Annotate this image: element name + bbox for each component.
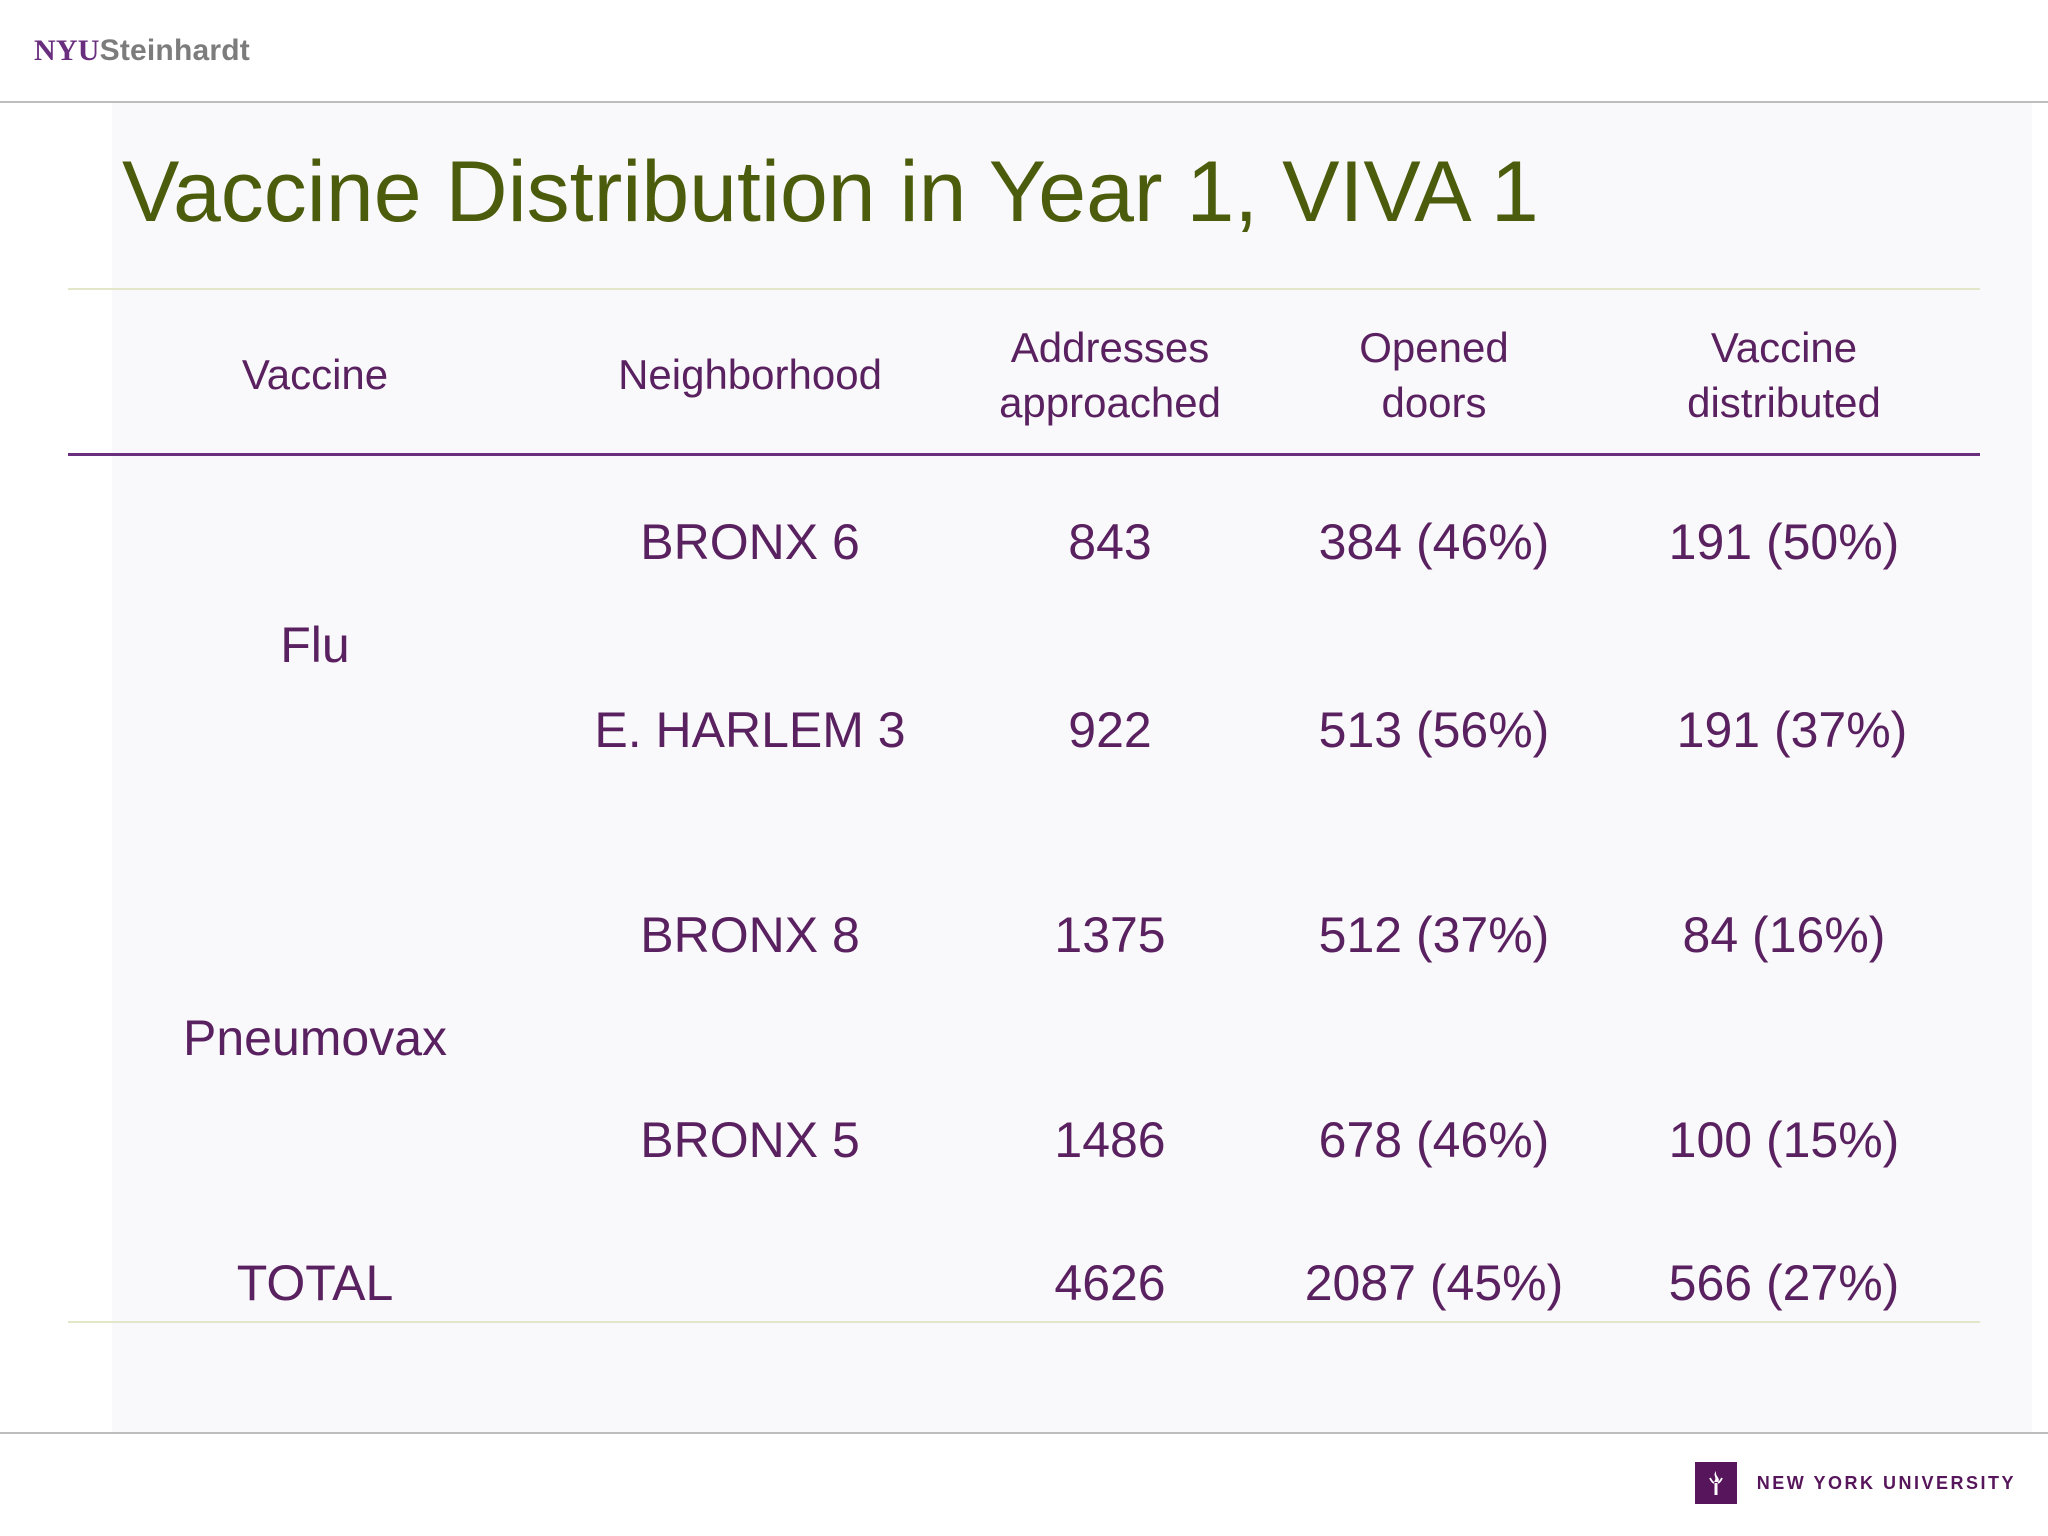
- nyu-footer-logo: NEW YORK UNIVERSITY: [1694, 1462, 2016, 1504]
- table-top-rule: [68, 288, 1980, 290]
- row-1-neighborhood: BRONX 6: [640, 514, 860, 570]
- table-bottom-rule: [68, 1321, 1980, 1323]
- col-header-vaccine: Vaccine: [241, 351, 389, 398]
- slide-title: Vaccine Distribution in Year 1, VIVA 1: [122, 144, 1539, 240]
- col-header-opened: Opened doors: [1359, 324, 1509, 426]
- brand-steinhardt: Steinhardt: [99, 34, 250, 67]
- table-header-rule: [68, 453, 1980, 456]
- row-4-neighborhood: BRONX 5: [640, 1112, 860, 1168]
- row-4-distributed: 100 (15%): [1668, 1112, 1900, 1168]
- row-3-opened: 512 (37%): [1318, 907, 1550, 963]
- nyu-steinhardt-logo: NYUSteinhardt: [34, 34, 250, 68]
- footer-divider: [0, 1432, 2048, 1434]
- row-3-neighborhood: BRONX 8: [640, 907, 860, 963]
- row-2-neighborhood: E. HARLEM 3: [594, 702, 906, 758]
- col-header-neighborhood: Neighborhood: [618, 351, 882, 398]
- row-3-addresses: 1375: [1054, 907, 1166, 963]
- row-2-addresses: 922: [1068, 702, 1152, 758]
- col-header-distributed: Vaccine distributed: [1687, 324, 1881, 426]
- row-4-addresses: 1486: [1054, 1112, 1166, 1168]
- row-1-opened: 384 (46%): [1318, 514, 1550, 570]
- total-label: TOTAL: [236, 1255, 394, 1311]
- slide-background: [112, 102, 2032, 1432]
- total-distributed: 566 (27%): [1668, 1255, 1900, 1311]
- row-4-opened: 678 (46%): [1318, 1112, 1550, 1168]
- total-addresses: 4626: [1054, 1255, 1166, 1311]
- row-2-opened: 513 (56%): [1318, 702, 1550, 758]
- row-3-distributed: 84 (16%): [1682, 907, 1886, 963]
- total-opened: 2087 (45%): [1304, 1255, 1564, 1311]
- row-1-distributed: 191 (50%): [1668, 514, 1900, 570]
- nyu-torch-icon: [1694, 1462, 1737, 1504]
- row-2-distributed: 191 (37%): [1676, 702, 1908, 758]
- nyu-wordmark: NEW YORK UNIVERSITY: [1756, 1472, 2016, 1493]
- row-1-addresses: 843: [1068, 514, 1152, 570]
- col-header-addresses: Addresses approached: [999, 324, 1221, 426]
- brand-nyu: NYU: [34, 34, 100, 67]
- group-label-flu: Flu: [280, 617, 350, 673]
- header-divider: [0, 101, 2048, 103]
- group-label-pneumovax: Pneumovax: [182, 1010, 448, 1066]
